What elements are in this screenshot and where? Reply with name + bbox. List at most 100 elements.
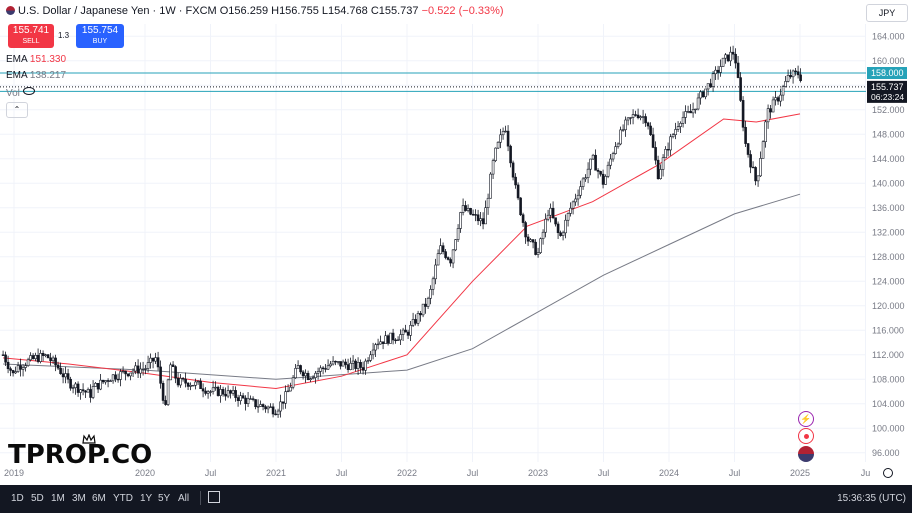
candle-body: [356, 362, 360, 369]
timeframe-3m[interactable]: 3M: [72, 493, 86, 504]
candle-body: [544, 218, 547, 233]
candle-body: [546, 214, 550, 220]
candle-body: [661, 157, 665, 170]
candle-body: [166, 379, 170, 405]
y-tick-label: 128.000: [872, 252, 905, 262]
y-tick-label: 120.000: [872, 301, 905, 311]
candle-body: [524, 222, 527, 238]
candle-body: [4, 354, 7, 363]
candle-body: [376, 343, 380, 346]
candle-body: [631, 114, 635, 118]
candle-body: [159, 366, 162, 384]
candle-body: [231, 390, 235, 394]
candle-body: [331, 360, 335, 365]
candle-body: [651, 134, 655, 148]
candle-body: [676, 126, 680, 130]
timeframe-5d[interactable]: 5D: [31, 493, 44, 504]
candle-body: [654, 147, 657, 161]
candle-body: [254, 399, 257, 408]
candle-body: [14, 371, 17, 374]
candle-body: [394, 339, 397, 342]
ema-fast-value: 151.330: [29, 54, 67, 65]
candle-body: [754, 167, 757, 182]
candle-body: [359, 362, 362, 368]
candle-body: [416, 313, 420, 324]
candle-body: [674, 129, 677, 135]
candle-body: [316, 371, 320, 374]
us-flag-event-icon[interactable]: [798, 446, 814, 462]
collapse-legend-button[interactable]: ⌃: [6, 102, 28, 118]
candle-body: [686, 111, 690, 113]
candle-body: [461, 205, 465, 213]
candle-body: [734, 53, 737, 64]
candle-body: [516, 184, 520, 199]
utc-clock[interactable]: 15:36:35 (UTC): [837, 493, 906, 504]
candle-body: [679, 122, 682, 127]
lightning-icon[interactable]: ⚡: [798, 411, 814, 427]
record-icon[interactable]: [798, 428, 814, 444]
candle-body: [146, 362, 150, 369]
ema-slow-legend[interactable]: EMA 138.217: [6, 70, 66, 81]
candle-body: [591, 154, 595, 160]
x-tick-label: 2019: [4, 468, 24, 478]
gear-icon[interactable]: [883, 468, 893, 478]
symbol-title[interactable]: U.S. Dollar / Japanese Yen · 1W · FXCM: [18, 5, 217, 17]
candle-body: [34, 355, 37, 359]
candle-body: [269, 406, 272, 408]
candle-body: [634, 114, 637, 116]
eye-hidden-icon[interactable]: [22, 87, 35, 95]
y-tick-label: 124.000: [872, 276, 905, 286]
x-tick-label: Jul: [467, 468, 479, 478]
candle-body: [301, 371, 305, 377]
candle-body: [469, 208, 472, 215]
y-tick-label: 112.000: [872, 350, 904, 360]
candle-body: [724, 54, 727, 59]
candle-body: [781, 86, 785, 96]
candle-body: [494, 147, 497, 161]
candle-body: [249, 398, 252, 400]
candle-body: [154, 357, 157, 362]
candle-body: [209, 391, 212, 393]
candle-body: [449, 259, 452, 264]
candle-body: [604, 176, 607, 185]
candle-body: [404, 329, 407, 333]
timeframe-all[interactable]: All: [178, 493, 190, 504]
chart-header: U.S. Dollar / Japanese Yen · 1W · FXCM O…: [6, 5, 504, 17]
timeframe-1y[interactable]: 1Y: [140, 493, 153, 504]
currency-button[interactable]: JPY: [866, 4, 908, 22]
candle-body: [424, 303, 427, 307]
candle-body: [281, 401, 285, 404]
timeframe-6m[interactable]: 6M: [92, 493, 106, 504]
candle-body: [16, 365, 20, 372]
ema-fast-legend[interactable]: EMA 151.330: [6, 54, 66, 65]
candle-body: [766, 108, 770, 123]
candle-body: [606, 164, 610, 177]
timeframe-5y[interactable]: 5Y: [158, 493, 171, 504]
candle-body: [124, 370, 127, 375]
candle-body: [29, 355, 32, 361]
candle-body: [574, 198, 577, 203]
last-price-tag: [867, 80, 907, 103]
sell-button[interactable]: 155.741 SELL: [8, 24, 54, 48]
candle-body: [409, 324, 412, 336]
candle-body: [119, 371, 122, 380]
candle-body: [614, 146, 617, 154]
buy-button[interactable]: 155.754 BUY: [76, 24, 124, 48]
timeframe-ytd[interactable]: YTD: [113, 493, 133, 504]
candle-body: [426, 297, 430, 307]
ema-slow-line[interactable]: [3, 193, 801, 380]
candle-body: [579, 186, 582, 196]
timeframe-1m[interactable]: 1M: [51, 493, 65, 504]
candle-body: [531, 239, 535, 243]
candle-body: [176, 377, 180, 386]
candle-body: [241, 395, 245, 399]
calendar-icon[interactable]: [208, 491, 220, 503]
candle-body: [514, 176, 517, 186]
candle-body: [259, 404, 262, 407]
vol-legend[interactable]: Vol: [6, 87, 35, 99]
candle-body: [379, 341, 382, 345]
ema-fast-line[interactable]: [3, 113, 801, 390]
candle-body: [616, 143, 620, 147]
timeframe-1d[interactable]: 1D: [11, 493, 24, 504]
